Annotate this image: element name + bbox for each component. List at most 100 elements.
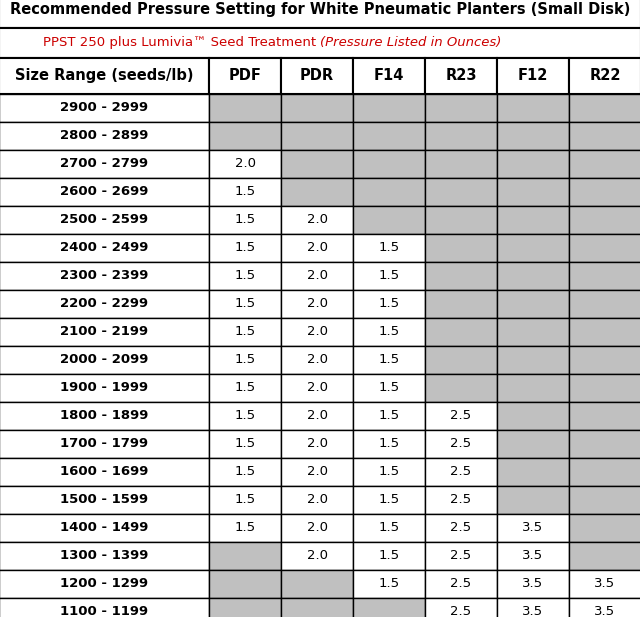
Bar xyxy=(497,94,569,122)
Bar xyxy=(0,402,209,429)
Bar xyxy=(425,542,497,569)
Bar xyxy=(497,149,569,178)
Text: 2400 - 2499: 2400 - 2499 xyxy=(60,241,148,254)
Bar xyxy=(281,149,353,178)
Bar xyxy=(497,597,569,617)
Bar xyxy=(569,597,640,617)
Bar xyxy=(569,262,640,289)
Text: 1.5: 1.5 xyxy=(234,325,255,338)
Text: 1700 - 1799: 1700 - 1799 xyxy=(60,437,148,450)
Bar xyxy=(569,373,640,402)
Text: 1100 - 1199: 1100 - 1199 xyxy=(60,605,148,617)
Bar xyxy=(281,457,353,486)
Text: 2600 - 2699: 2600 - 2699 xyxy=(60,185,148,198)
Text: 3.5: 3.5 xyxy=(522,605,543,617)
Bar xyxy=(281,262,353,289)
Text: 2.5: 2.5 xyxy=(451,549,472,562)
Text: 1.5: 1.5 xyxy=(234,213,255,226)
Text: 1.5: 1.5 xyxy=(234,185,255,198)
Bar xyxy=(209,205,281,233)
Text: 2.0: 2.0 xyxy=(307,213,328,226)
Text: (Pressure Listed in Ounces): (Pressure Listed in Ounces) xyxy=(320,36,501,49)
Bar xyxy=(0,373,209,402)
Text: 1.5: 1.5 xyxy=(234,521,255,534)
Text: 2900 - 2999: 2900 - 2999 xyxy=(60,101,148,114)
Bar xyxy=(0,346,209,373)
Text: 2100 - 2199: 2100 - 2199 xyxy=(60,325,148,338)
Text: 2.5: 2.5 xyxy=(451,493,472,506)
Text: 1500 - 1599: 1500 - 1599 xyxy=(60,493,148,506)
Text: 2.0: 2.0 xyxy=(307,269,328,282)
Bar xyxy=(281,178,353,205)
Bar xyxy=(281,542,353,569)
Text: 2.5: 2.5 xyxy=(451,521,472,534)
Bar xyxy=(425,373,497,402)
Bar xyxy=(209,513,281,542)
Text: 2500 - 2599: 2500 - 2599 xyxy=(60,213,148,226)
Text: 1800 - 1899: 1800 - 1899 xyxy=(60,409,148,422)
Text: 1.5: 1.5 xyxy=(378,437,399,450)
Bar xyxy=(353,542,425,569)
Bar xyxy=(209,289,281,318)
Bar xyxy=(353,346,425,373)
Bar xyxy=(0,569,209,597)
Bar xyxy=(209,346,281,373)
Bar xyxy=(569,569,640,597)
Bar xyxy=(425,122,497,149)
Bar xyxy=(0,289,209,318)
Bar xyxy=(0,233,209,262)
Bar xyxy=(353,402,425,429)
Text: 2.5: 2.5 xyxy=(451,437,472,450)
Bar xyxy=(569,94,640,122)
Text: 2.0: 2.0 xyxy=(307,465,328,478)
Bar xyxy=(497,289,569,318)
Bar xyxy=(569,402,640,429)
Bar xyxy=(209,318,281,346)
Bar xyxy=(0,205,209,233)
Text: 1.5: 1.5 xyxy=(234,297,255,310)
Bar xyxy=(497,262,569,289)
Bar xyxy=(497,205,569,233)
Bar xyxy=(353,57,425,94)
Bar xyxy=(209,178,281,205)
Bar xyxy=(281,57,353,94)
Bar xyxy=(353,318,425,346)
Text: 2.5: 2.5 xyxy=(451,605,472,617)
Text: 1400 - 1499: 1400 - 1499 xyxy=(60,521,148,534)
Text: PDR: PDR xyxy=(300,68,334,83)
Bar xyxy=(569,57,640,94)
Text: 2700 - 2799: 2700 - 2799 xyxy=(60,157,148,170)
Text: 1.5: 1.5 xyxy=(378,549,399,562)
Text: 2.0: 2.0 xyxy=(307,409,328,422)
Bar xyxy=(0,429,209,457)
Bar xyxy=(209,542,281,569)
Text: 2300 - 2399: 2300 - 2399 xyxy=(60,269,148,282)
Bar xyxy=(353,233,425,262)
Bar xyxy=(209,262,281,289)
Bar xyxy=(569,205,640,233)
Text: 1.5: 1.5 xyxy=(234,353,255,366)
Bar xyxy=(0,318,209,346)
Bar xyxy=(281,318,353,346)
Bar xyxy=(569,346,640,373)
Bar xyxy=(281,289,353,318)
Text: 1.5: 1.5 xyxy=(234,241,255,254)
Bar xyxy=(209,597,281,617)
Bar xyxy=(281,402,353,429)
Text: 3.5: 3.5 xyxy=(522,521,543,534)
Bar xyxy=(281,486,353,513)
Bar xyxy=(569,318,640,346)
Bar xyxy=(497,57,569,94)
Bar xyxy=(569,289,640,318)
Text: 1.5: 1.5 xyxy=(378,325,399,338)
Bar xyxy=(353,178,425,205)
Bar xyxy=(281,569,353,597)
Bar xyxy=(353,122,425,149)
Bar xyxy=(425,597,497,617)
Bar xyxy=(353,457,425,486)
Bar xyxy=(497,122,569,149)
Bar xyxy=(497,542,569,569)
Text: 3.5: 3.5 xyxy=(522,577,543,590)
Bar xyxy=(497,318,569,346)
Bar xyxy=(425,346,497,373)
